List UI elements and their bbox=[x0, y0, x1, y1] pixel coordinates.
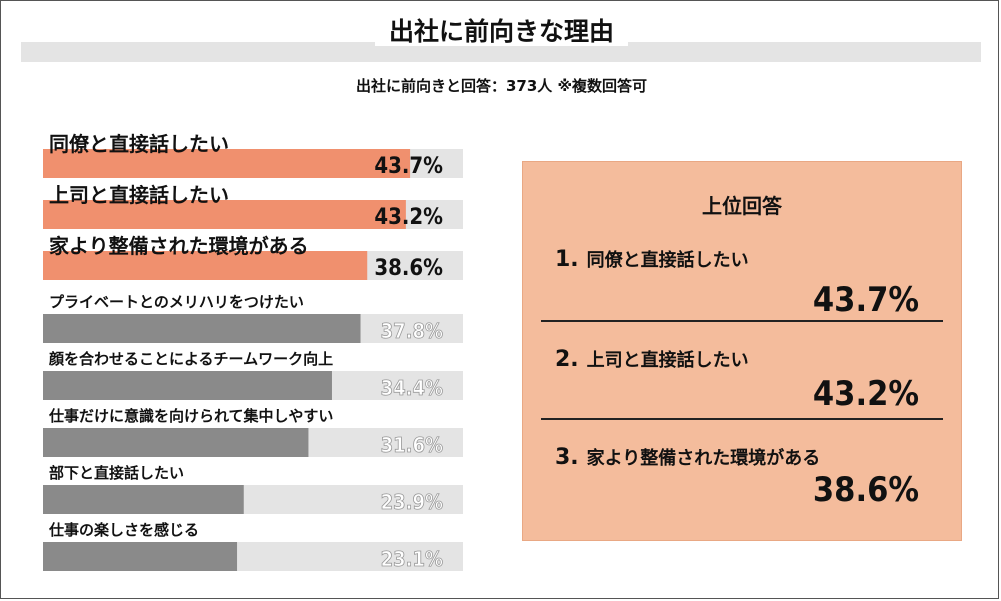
bar-value-label: 38.6% bbox=[374, 256, 443, 281]
rank-number: 2. bbox=[555, 347, 579, 372]
bar bbox=[43, 251, 368, 280]
bar-category-label: 顔を合わせることによるチームワーク向上 bbox=[48, 350, 333, 368]
rank-value-1: 43.7% bbox=[812, 280, 919, 320]
bar-value-label: 23.9% bbox=[381, 490, 443, 514]
bar bbox=[43, 149, 411, 178]
chart-subtitle: 出社に前向きと回答：373人 ※複数回答可 bbox=[355, 77, 648, 95]
bar-value-label: 43.2% bbox=[374, 205, 443, 230]
bar-category-label: 仕事だけに意識を向けられて集中しやすい bbox=[48, 407, 333, 425]
rank-item-2: 2. 上司と直接話したい bbox=[555, 346, 749, 372]
chart-title-text: 出社に前向きな理由 bbox=[374, 17, 628, 46]
bar-category-label: 部下と直接話したい bbox=[49, 464, 184, 482]
bar-category-label: プライベートとのメリハリをつけたい bbox=[49, 293, 304, 311]
bar bbox=[43, 200, 406, 229]
bar-category-label: 仕事の楽しさを感じる bbox=[48, 521, 199, 539]
bar-category-label: 同僚と直接話したい bbox=[49, 132, 229, 156]
bar bbox=[43, 485, 244, 514]
bar-category-label: 上司と直接話したい bbox=[49, 183, 229, 207]
rank-label: 上司と直接話したい bbox=[586, 350, 749, 371]
bar-value-label: 31.6% bbox=[381, 433, 443, 457]
rank-divider bbox=[541, 320, 943, 322]
rank-label: 家より整備された環境がある bbox=[586, 448, 821, 469]
bar bbox=[43, 428, 309, 457]
bar bbox=[43, 314, 361, 343]
rank-number: 3. bbox=[555, 445, 579, 470]
rank-value-2: 43.2% bbox=[812, 374, 919, 414]
rank-value-3: 38.6% bbox=[812, 470, 919, 510]
bar bbox=[43, 542, 238, 571]
bar-value-label: 37.8% bbox=[381, 319, 443, 343]
rank-item-1: 1. 同僚と直接話したい bbox=[555, 246, 749, 272]
title-band bbox=[21, 42, 981, 62]
rank-divider bbox=[541, 418, 943, 420]
rank-label: 同僚と直接話したい bbox=[586, 250, 749, 271]
chart-title: 出社に前向きな理由 bbox=[1, 15, 998, 49]
rank-number: 1. bbox=[555, 247, 579, 272]
bar-value-label: 23.1% bbox=[381, 547, 443, 571]
top-answers-panel: 上位回答 1. 同僚と直接話したい 43.7% 2. 上司と直接話したい 43.2%… bbox=[522, 161, 962, 541]
bar-category-label: 家より整備された環境がある bbox=[49, 234, 309, 258]
panel-title: 上位回答 bbox=[702, 194, 782, 218]
rank-item-3: 3. 家より整備された環境がある bbox=[555, 444, 820, 470]
bar-value-label: 43.7% bbox=[374, 154, 443, 179]
bar bbox=[43, 371, 332, 400]
bar-value-label: 34.4% bbox=[381, 376, 443, 400]
